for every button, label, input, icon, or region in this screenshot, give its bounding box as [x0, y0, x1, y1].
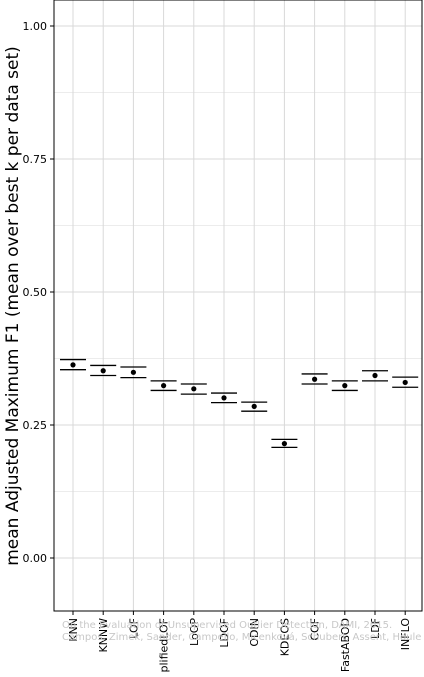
axis-layer: 0.00 0.25 0.50 0.75 1.00 KNN KNNW LOF Simplified… [23, 20, 413, 677]
grid-layer [54, 0, 422, 611]
y-tick-label: 0.75 [23, 153, 48, 166]
data-point [402, 379, 408, 386]
data-point [342, 383, 348, 389]
y-tick-label: 0.25 [23, 419, 48, 432]
y-tick-label: 1.00 [23, 20, 48, 33]
x-tick-label: FastABOD [339, 618, 352, 672]
data-point [312, 376, 318, 382]
data-point [191, 386, 197, 392]
data-point [221, 395, 227, 401]
data-point [281, 441, 287, 447]
data-point [372, 372, 378, 379]
y-axis-label: mean Adjusted Maximum F1 (mean over best… [3, 46, 23, 566]
data-point [130, 369, 136, 375]
x-tick-label: INFLO [399, 618, 412, 651]
mark-layer [60, 358, 419, 448]
watermark-line-2: Campos, Zimek, Sander, Campello, Micenko… [62, 631, 421, 643]
data-point [161, 383, 167, 389]
plot-panel [53, 0, 423, 612]
data-point [70, 362, 76, 368]
data-point [100, 368, 106, 374]
x-tick-label: KNNW [97, 618, 110, 653]
x-tick-label: KDEOS [278, 618, 291, 656]
x-tick-label: SimplifiedLOF [158, 618, 171, 673]
x-tick-label: COF [309, 618, 322, 641]
x-tick-label: LDF [369, 618, 382, 639]
data-point [251, 403, 257, 409]
watermark-line-1: On the Evaluation of Unsupervised Outlie… [62, 620, 392, 631]
y-tick-label: 0.00 [23, 552, 48, 565]
x-tick-label: LOF [127, 618, 140, 639]
y-tick-label: 0.50 [23, 286, 48, 299]
x-tick-label: LDOF [218, 618, 231, 648]
x-tick-label: LoOP [188, 618, 201, 646]
x-tick-label: ODIN [248, 618, 261, 647]
x-tick-label: KNN [67, 618, 80, 642]
